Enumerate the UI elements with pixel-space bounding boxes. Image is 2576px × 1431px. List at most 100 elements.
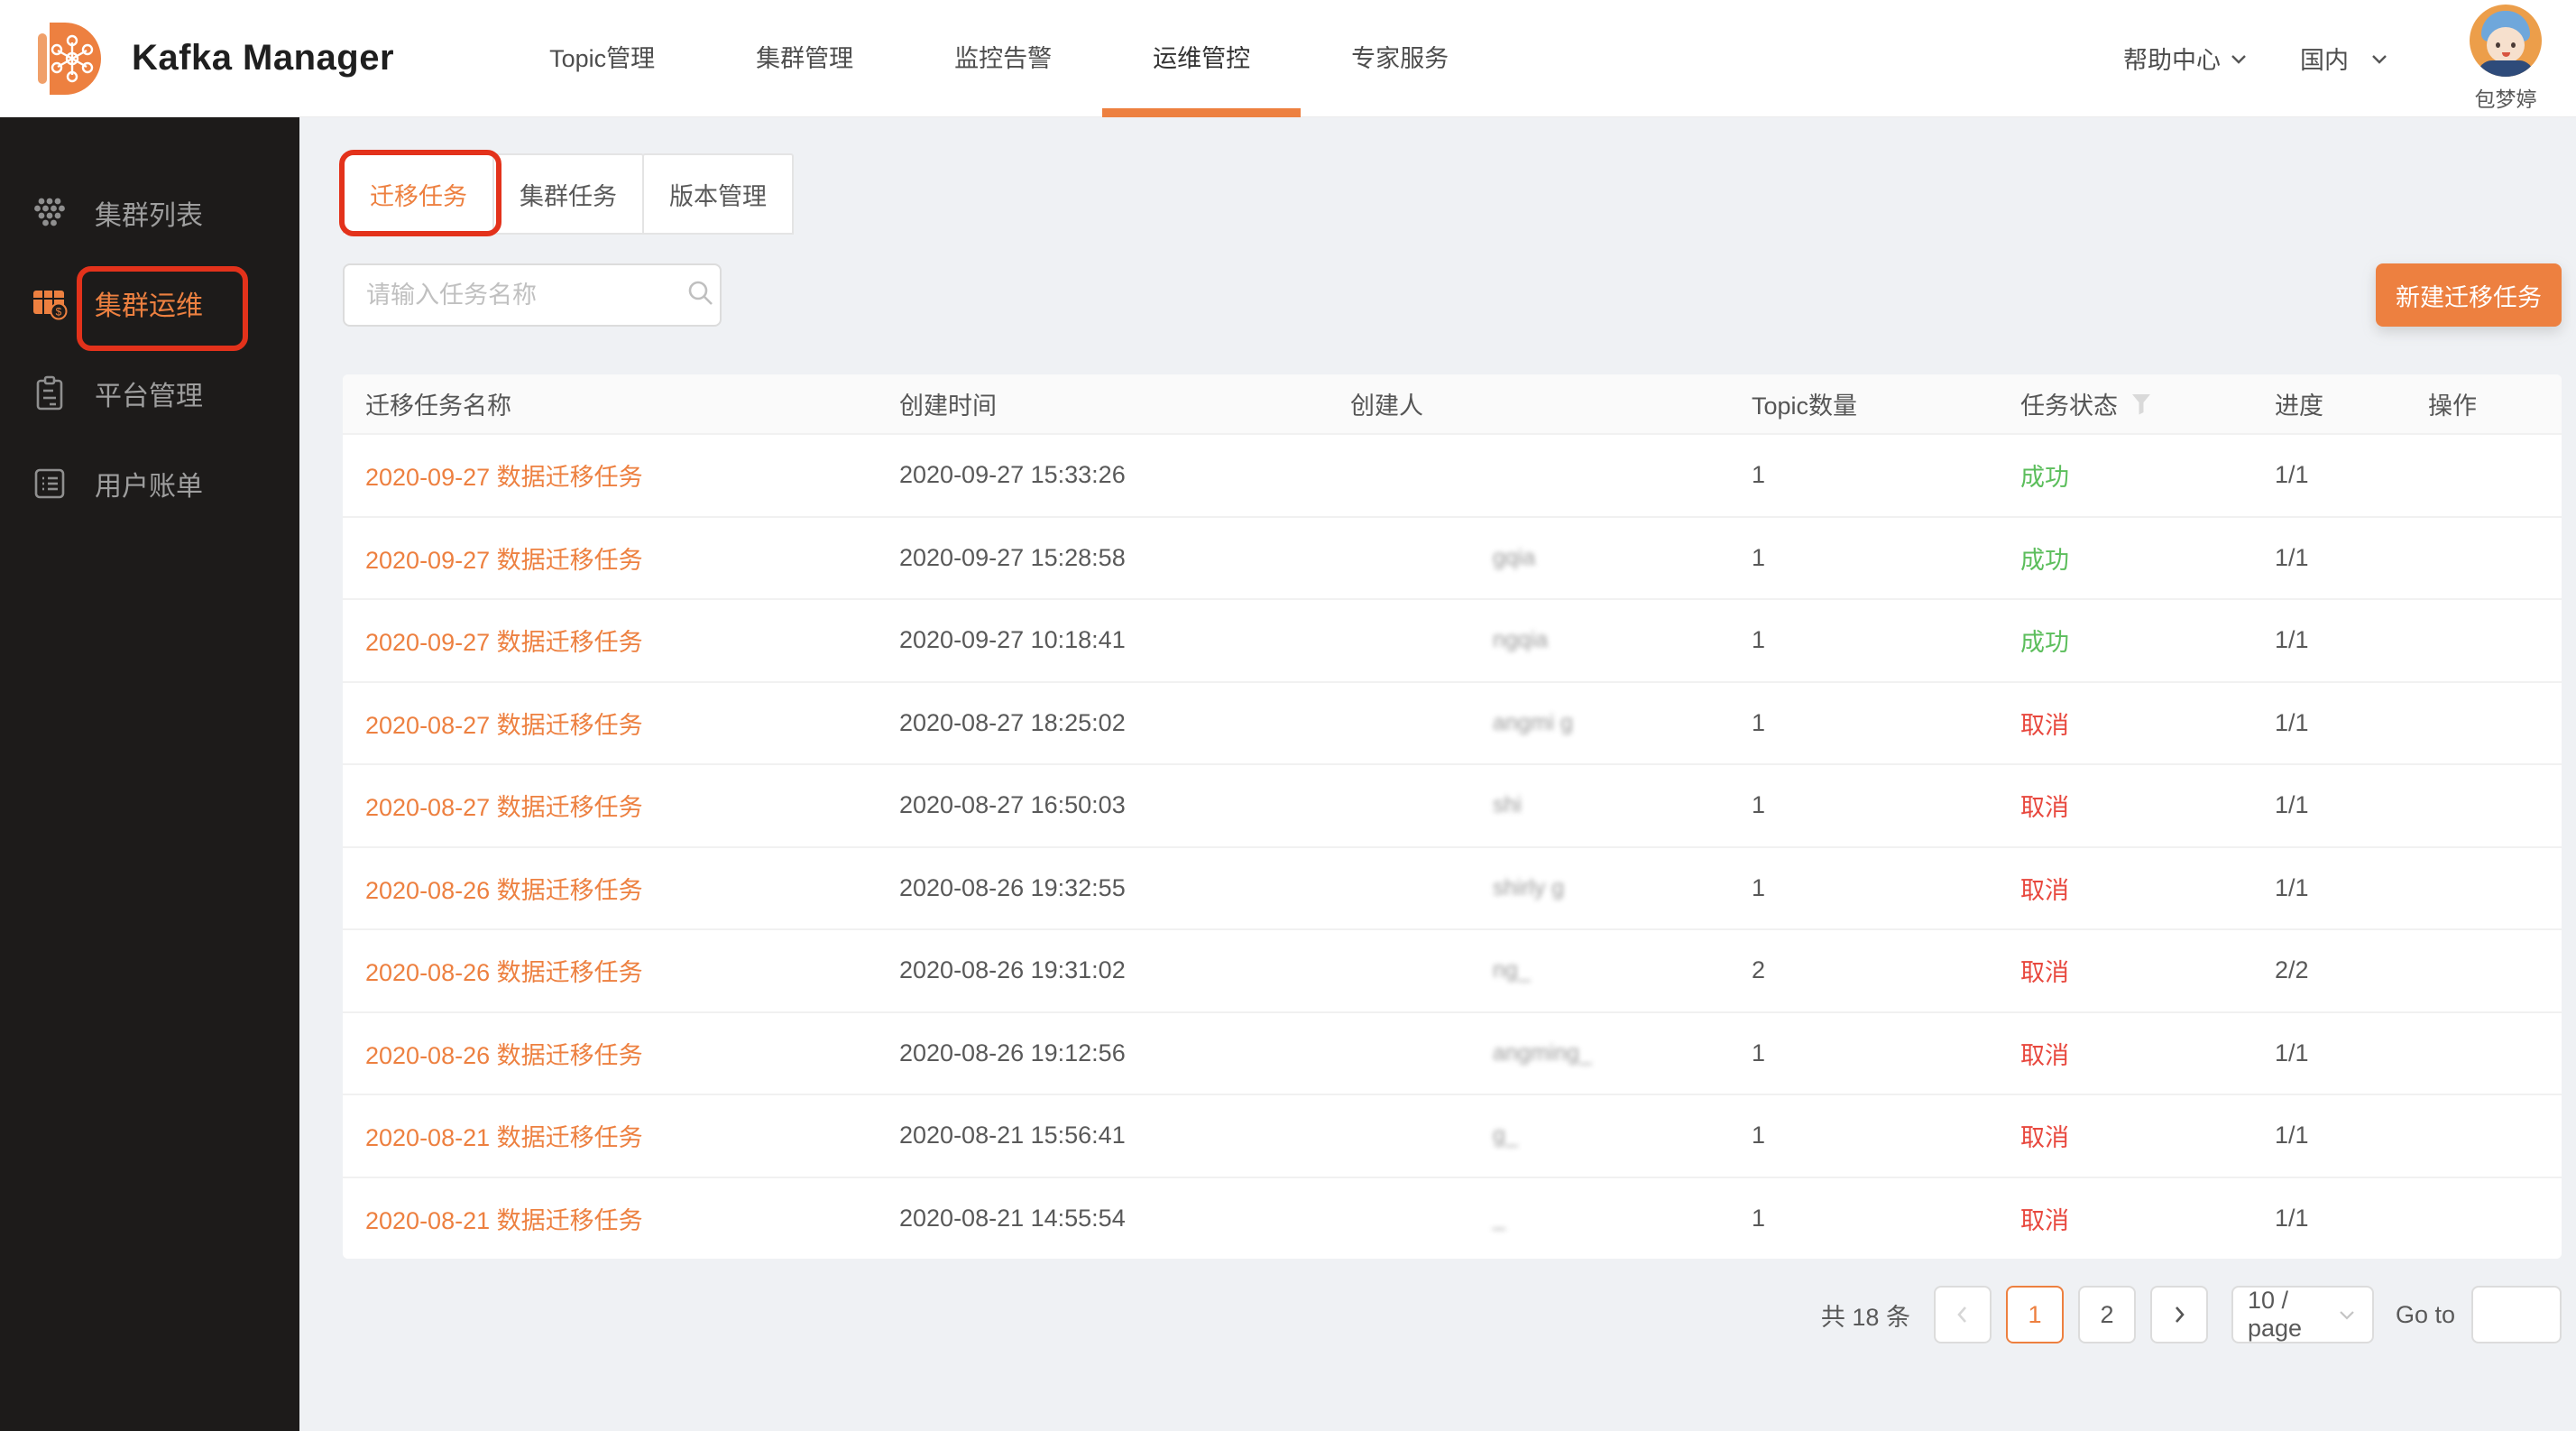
task-name-link[interactable]: 2020-09-27 数据迁移任务 <box>365 629 643 657</box>
column-header-label: 创建人 <box>1350 392 1423 420</box>
column-header-label: 任务状态 <box>2020 392 2118 420</box>
progress-value: 1/1 <box>2275 1039 2309 1066</box>
status-badge: 取消 <box>2020 711 2069 739</box>
creator-redacted: gqia <box>1493 544 1536 570</box>
chevron-down-icon <box>2336 1304 2358 1325</box>
column-header-5: 任务状态 <box>1998 386 2273 421</box>
creator-redacted: shi <box>1493 792 1522 818</box>
task-name-link[interactable]: 2020-09-27 数据迁移任务 <box>365 464 643 492</box>
column-header-label: Topic数量 <box>1752 392 1858 420</box>
column-header-label: 创建时间 <box>899 392 997 420</box>
tab-1[interactable]: 迁移任务 <box>343 153 494 235</box>
column-header-2: 创建时间 <box>897 386 1348 421</box>
table-row: 2020-09-27 数据迁移任务 2020-09-27 15:28:58 gqia… <box>343 515 2562 598</box>
table-row: 2020-09-27 数据迁移任务 2020-09-27 10:18:41 ngqi… <box>343 598 2562 681</box>
progress-value: 1/1 <box>2275 626 2309 654</box>
task-name-link[interactable]: 2020-09-27 数据迁移任务 <box>365 546 643 574</box>
creator-redacted: shirly g <box>1493 874 1565 900</box>
page-size-select[interactable]: 10 / page <box>2231 1286 2374 1343</box>
goto-label: Go to <box>2395 1300 2455 1328</box>
nav-item-2[interactable]: 集群管理 <box>756 44 854 72</box>
sidebar-item-1[interactable]: 集群列表 <box>0 168 299 258</box>
topic-count: 1 <box>1752 873 1766 901</box>
progress-value: 1/1 <box>2275 1204 2309 1232</box>
region-select[interactable]: 国内 <box>2300 41 2392 76</box>
table-row: 2020-09-27 数据迁移任务 2020-09-27 15:33:26 1 成功 1… <box>343 433 2562 516</box>
prev-page-button[interactable] <box>1933 1286 1992 1343</box>
user-name: 包梦婷 <box>2474 87 2537 111</box>
table-row: 2020-08-21 数据迁移任务 2020-08-21 14:55:54 _ 1 取消… <box>343 1176 2562 1259</box>
new-migration-task-button[interactable]: 新建迁移任务 <box>2376 263 2562 327</box>
nav-item-4[interactable]: 运维管控 <box>1102 0 1302 117</box>
sidebar-item-4[interactable]: 用户账单 <box>0 439 299 529</box>
app-title: Kafka Manager <box>132 38 395 78</box>
filter-funnel-icon[interactable] <box>2130 392 2152 416</box>
column-header-3: 创建人 <box>1348 386 1750 421</box>
table-body: 2020-09-27 数据迁移任务 2020-09-27 15:33:26 1 成功 1… <box>343 433 2562 1259</box>
creator-redacted: ngqia <box>1493 627 1549 653</box>
ops-table-icon: $ <box>30 283 69 323</box>
task-name-link[interactable]: 2020-08-27 数据迁移任务 <box>365 794 643 822</box>
help-center-menu[interactable]: 帮助中心 <box>2123 41 2251 76</box>
migration-task-table: 迁移任务名称 创建时间 创建人 Topic数量 任务状态 进度 操作 2020-09-27 … <box>343 374 2562 1259</box>
page-button-2[interactable]: 2 <box>2077 1286 2136 1343</box>
task-name-link[interactable]: 2020-08-21 数据迁移任务 <box>365 1206 643 1234</box>
tab-2[interactable]: 集群任务 <box>492 153 644 235</box>
created-time: 2020-08-26 19:12:56 <box>899 1039 1126 1066</box>
topic-count: 1 <box>1752 708 1766 736</box>
status-badge: 取消 <box>2020 959 2069 987</box>
column-header-label: 操作 <box>2428 392 2477 420</box>
created-time: 2020-08-21 14:55:54 <box>899 1204 1126 1232</box>
creator-redacted: angmi g <box>1493 709 1573 735</box>
progress-value: 2/2 <box>2275 956 2309 984</box>
topic-count: 1 <box>1752 1122 1766 1149</box>
progress-value: 1/1 <box>2275 873 2309 901</box>
sidebar-item-2[interactable]: $ 集群运维 <box>0 258 299 348</box>
column-header-7: 操作 <box>2426 386 2562 421</box>
user-block: 包梦婷 <box>2470 4 2542 113</box>
task-name-link[interactable]: 2020-08-26 数据迁移任务 <box>365 876 643 904</box>
created-time: 2020-08-27 16:50:03 <box>899 791 1126 819</box>
status-badge: 取消 <box>2020 876 2069 904</box>
sidebar-item-label: 集群列表 <box>95 201 203 231</box>
progress-value: 1/1 <box>2275 543 2309 571</box>
nav-item-5[interactable]: 专家服务 <box>1351 44 1449 72</box>
task-name-link[interactable]: 2020-08-26 数据迁移任务 <box>365 959 643 987</box>
next-page-button[interactable] <box>2149 1286 2208 1343</box>
creator-redacted: ng_ <box>1493 957 1531 983</box>
region-label: 国内 <box>2300 47 2349 74</box>
sidebar-item-label: 平台管理 <box>95 382 203 411</box>
tab-3[interactable]: 版本管理 <box>642 153 794 235</box>
page-size-label: 10 / page <box>2247 1287 2303 1342</box>
task-search-input[interactable] <box>366 281 685 309</box>
task-search-box <box>343 263 722 327</box>
progress-value: 1/1 <box>2275 708 2309 736</box>
goto-page-input[interactable] <box>2471 1286 2562 1343</box>
search-icon[interactable] <box>685 278 716 313</box>
topic-count: 1 <box>1752 543 1766 571</box>
user-avatar[interactable] <box>2470 4 2542 77</box>
tab-bar: 迁移任务 集群任务 版本管理 <box>343 153 2562 235</box>
sidebar-item-3[interactable]: 平台管理 <box>0 348 299 439</box>
column-header-6: 进度 <box>2273 386 2426 421</box>
status-badge: 取消 <box>2020 1206 2069 1234</box>
status-badge: 取消 <box>2020 1041 2069 1069</box>
table-row: 2020-08-26 数据迁移任务 2020-08-26 19:32:55 shir… <box>343 845 2562 928</box>
top-header: Kafka Manager Topic管理 集群管理 监控告警 运维管控 专家服务 帮助… <box>0 0 2576 117</box>
created-time: 2020-08-26 19:31:02 <box>899 956 1126 984</box>
nav-item-1[interactable]: Topic管理 <box>549 44 656 72</box>
column-header-label: 迁移任务名称 <box>365 392 511 420</box>
created-time: 2020-09-27 10:18:41 <box>899 626 1126 654</box>
task-name-link[interactable]: 2020-08-27 数据迁移任务 <box>365 711 643 739</box>
column-header-1: 迁移任务名称 <box>343 386 897 421</box>
task-name-link[interactable]: 2020-08-26 数据迁移任务 <box>365 1041 643 1069</box>
page-button-1[interactable]: 1 <box>2005 1286 2064 1343</box>
creator-redacted: g_ <box>1493 1122 1518 1149</box>
chevron-down-icon <box>2367 46 2392 71</box>
status-badge: 取消 <box>2020 794 2069 822</box>
nav-item-3[interactable]: 监控告警 <box>954 44 1053 72</box>
table-row: 2020-08-27 数据迁移任务 2020-08-27 18:25:02 angm… <box>343 680 2562 763</box>
table-row: 2020-08-27 数据迁移任务 2020-08-27 16:50:03 shi 1… <box>343 763 2562 846</box>
task-name-link[interactable]: 2020-08-21 数据迁移任务 <box>365 1124 643 1152</box>
